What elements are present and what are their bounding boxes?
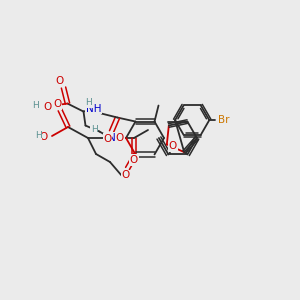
Text: H: H (85, 98, 92, 107)
Text: Br: Br (218, 115, 229, 125)
Text: NH: NH (86, 103, 101, 113)
Text: O: O (116, 133, 124, 143)
Text: H: H (34, 131, 41, 140)
Text: O: O (130, 155, 138, 165)
Text: O: O (53, 99, 61, 109)
Text: H: H (91, 125, 98, 134)
Text: NH: NH (108, 133, 124, 143)
Text: O: O (56, 76, 64, 85)
Text: O: O (122, 170, 130, 181)
Text: O: O (44, 101, 52, 112)
Text: O: O (169, 141, 177, 152)
Text: H: H (32, 101, 39, 110)
Text: O: O (40, 132, 48, 142)
Text: O: O (103, 134, 112, 143)
